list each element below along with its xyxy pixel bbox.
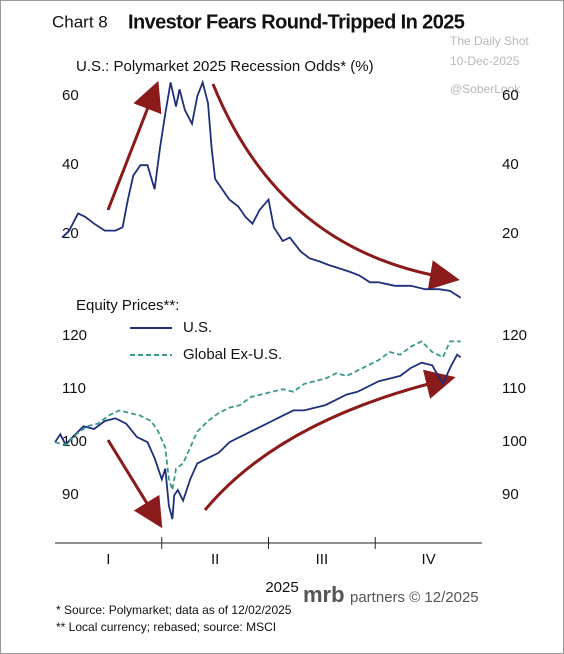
x-axis-label: 2025 <box>265 579 298 596</box>
y2-tick-label: 90 <box>502 486 519 503</box>
line-series <box>54 353 462 520</box>
chart-label: Chart 8 <box>52 12 108 31</box>
y2-tick-label: 20 <box>502 225 519 242</box>
footnote: * Source: Polymarket; data as of 12/02/2… <box>56 603 292 617</box>
y-tick-label: 20 <box>62 225 79 242</box>
watermark: The Daily Shot <box>450 34 529 48</box>
line-series <box>54 340 461 491</box>
watermark: @SoberLook <box>450 82 521 96</box>
arrow <box>106 439 163 529</box>
x-tick-label: IV <box>422 551 436 568</box>
y-tick-label: 90 <box>62 486 79 503</box>
line-series <box>61 79 462 299</box>
logo: mrb <box>303 582 345 607</box>
y2-tick-label: 120 <box>502 327 527 344</box>
y2-tick-label: 100 <box>502 433 527 450</box>
y2-tick-label: 110 <box>502 380 526 397</box>
y-tick-label: 100 <box>62 433 87 450</box>
panel-title: U.S.: Polymarket 2025 Recession Odds* (%… <box>76 58 374 75</box>
y2-tick-label: 40 <box>502 156 519 173</box>
panel-title: Equity Prices**: <box>76 297 179 314</box>
footnote: ** Local currency; rebased; source: MSCI <box>56 620 276 634</box>
arrow <box>203 369 456 511</box>
logo-text: partners © 12/2025 <box>350 589 479 606</box>
chart-title: Investor Fears Round-Tripped In 2025 <box>128 11 465 33</box>
y-tick-label: 120 <box>62 327 87 344</box>
x-tick-label: III <box>316 551 329 568</box>
x-tick-label: I <box>106 551 110 568</box>
arrow <box>106 80 162 211</box>
y-tick-label: 110 <box>62 380 86 397</box>
y2-tick-label: 60 <box>502 87 519 104</box>
y-tick-label: 40 <box>62 156 79 173</box>
x-tick-label: II <box>211 551 219 568</box>
legend-label: Global Ex-U.S. <box>183 346 282 363</box>
arrows <box>106 80 460 529</box>
legend-label: U.S. <box>183 319 212 336</box>
watermark: 10-Dec-2025 <box>450 54 520 68</box>
arrow <box>211 83 460 290</box>
y-tick-label: 60 <box>62 87 79 104</box>
